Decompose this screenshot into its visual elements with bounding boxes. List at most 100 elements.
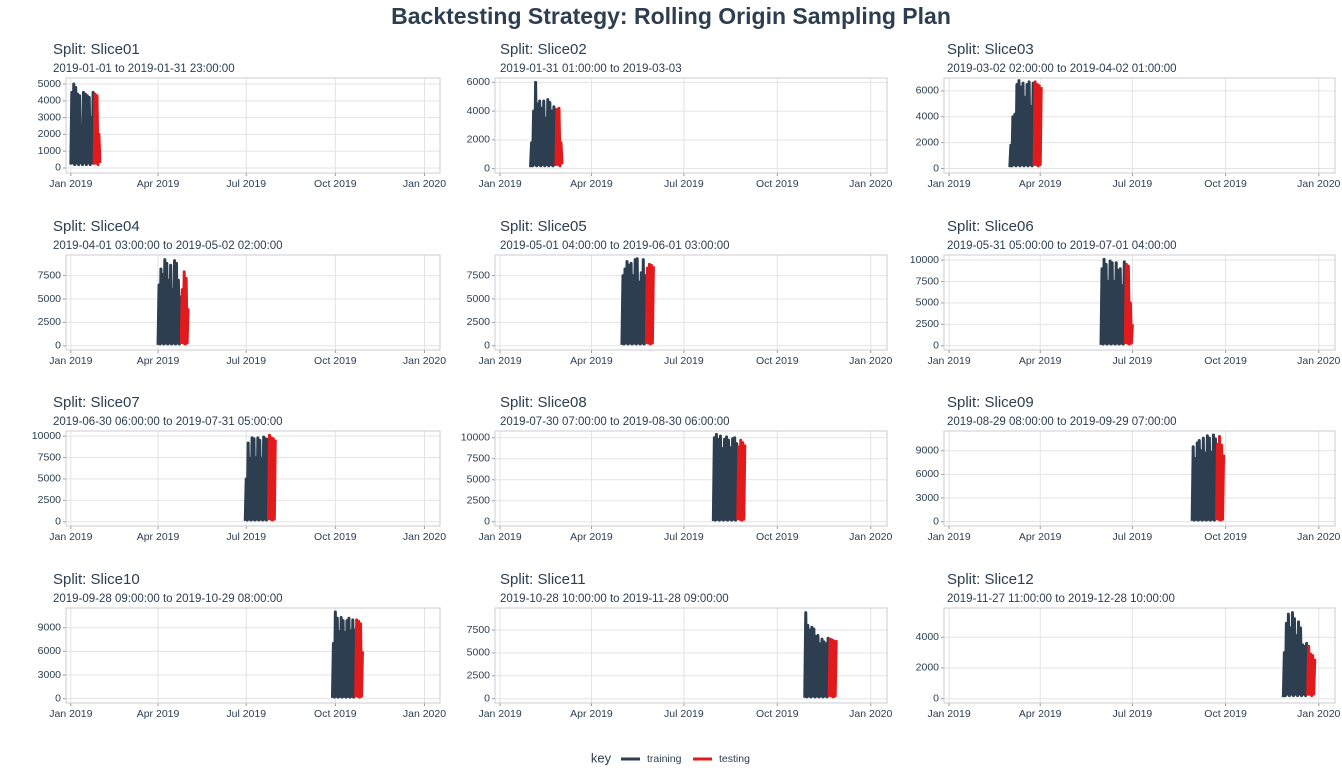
y-tick-label: 6000 xyxy=(467,76,491,88)
y-tick-label: 6000 xyxy=(916,468,940,480)
x-tick-label: Jan 2020 xyxy=(849,178,892,190)
x-tick-label: Jul 2019 xyxy=(664,178,704,190)
y-tick-label: 0 xyxy=(55,340,61,352)
y-tick-label: 2000 xyxy=(916,136,940,148)
x-tick-label: Apr 2019 xyxy=(137,355,180,367)
x-tick-label: Jul 2019 xyxy=(1113,355,1153,367)
panel-subtitle: 2019-05-31 05:00:00 to 2019-07-01 04:00:… xyxy=(947,240,1177,252)
panel-subtitle: 2019-03-02 02:00:00 to 2019-04-02 01:00:… xyxy=(947,63,1177,75)
panel-subtitle: 2019-05-01 04:00:00 to 2019-06-01 03:00:… xyxy=(500,240,730,252)
panel-border xyxy=(943,77,1336,174)
y-tick-label: 2500 xyxy=(38,316,62,328)
panel-border xyxy=(494,430,888,527)
y-tick-label: 2500 xyxy=(467,670,491,682)
x-tick-label: Oct 2019 xyxy=(756,178,799,190)
series-line xyxy=(620,257,648,346)
y-tick-label: 7500 xyxy=(467,624,491,636)
series-line xyxy=(711,432,740,522)
panel-border xyxy=(65,77,441,174)
x-tick-label: Jan 2020 xyxy=(403,531,446,543)
x-tick-label: Jan 2019 xyxy=(478,708,521,720)
x-tick-label: Apr 2019 xyxy=(1019,708,1062,720)
panel-title: Split: Slice12 xyxy=(947,571,1034,588)
series-line xyxy=(1190,433,1218,522)
x-tick-label: Jul 2019 xyxy=(226,178,266,190)
series-line xyxy=(243,435,270,522)
series-line xyxy=(1008,79,1036,168)
y-tick-label: 3000 xyxy=(916,492,940,504)
x-tick-label: Jan 2020 xyxy=(1297,178,1340,190)
panel-subtitle: 2019-09-28 09:00:00 to 2019-10-29 08:00:… xyxy=(53,593,283,605)
x-tick-label: Jul 2019 xyxy=(226,531,266,543)
panel-title: Split: Slice04 xyxy=(53,218,140,235)
x-tick-label: Jul 2019 xyxy=(226,708,266,720)
panel-title: Split: Slice10 xyxy=(53,571,140,588)
y-tick-label: 3000 xyxy=(38,669,62,681)
y-tick-label: 4000 xyxy=(916,111,940,123)
y-tick-label: 0 xyxy=(55,516,61,528)
panel-title: Split: Slice06 xyxy=(947,218,1034,235)
legend-title: key xyxy=(591,750,612,765)
y-tick-label: 10000 xyxy=(461,432,490,444)
series-line xyxy=(803,611,831,699)
series-line xyxy=(1099,257,1127,346)
y-tick-label: 7500 xyxy=(38,269,62,281)
x-tick-label: Jan 2020 xyxy=(1297,708,1340,720)
y-tick-label: 2500 xyxy=(38,494,62,506)
panel-subtitle: 2019-06-30 06:00:00 to 2019-07-31 05:00:… xyxy=(53,416,283,428)
panel-subtitle: 2019-04-01 03:00:00 to 2019-05-02 02:00:… xyxy=(53,240,283,252)
panel-border xyxy=(943,430,1336,527)
x-tick-label: Jan 2019 xyxy=(927,355,970,367)
y-tick-label: 5000 xyxy=(467,474,491,486)
x-tick-label: Jul 2019 xyxy=(1113,178,1153,190)
x-tick-label: Jul 2019 xyxy=(664,531,704,543)
y-tick-label: 4000 xyxy=(467,105,491,117)
series-line xyxy=(179,270,190,346)
x-tick-label: Apr 2019 xyxy=(137,708,180,720)
figure-title: Backtesting Strategy: Rolling Origin Sam… xyxy=(391,3,951,29)
y-tick-label: 5000 xyxy=(916,297,940,309)
x-tick-label: Apr 2019 xyxy=(570,178,613,190)
panel-border xyxy=(494,254,888,351)
x-tick-label: Oct 2019 xyxy=(1204,531,1247,543)
y-tick-label: 7500 xyxy=(916,275,940,287)
x-tick-label: Jan 2020 xyxy=(849,708,892,720)
y-tick-label: 7500 xyxy=(38,451,62,463)
x-tick-label: Jan 2020 xyxy=(849,355,892,367)
x-tick-label: Jan 2019 xyxy=(478,531,521,543)
panel-title: Split: Slice11 xyxy=(500,571,586,588)
series-line xyxy=(69,82,96,167)
panel-subtitle: 2019-08-29 08:00:00 to 2019-09-29 07:00:… xyxy=(947,416,1177,428)
panel-title: Split: Slice05 xyxy=(500,218,587,235)
panel-subtitle: 2019-01-01 to 2019-01-31 23:00:00 xyxy=(53,63,235,75)
x-tick-label: Oct 2019 xyxy=(314,355,357,367)
y-tick-label: 0 xyxy=(933,340,939,352)
x-tick-label: Jul 2019 xyxy=(664,708,704,720)
panel-title: Split: Slice02 xyxy=(500,41,587,58)
x-tick-label: Apr 2019 xyxy=(1019,355,1062,367)
y-tick-label: 1000 xyxy=(38,145,62,157)
series-line xyxy=(1306,644,1317,698)
x-tick-label: Jan 2019 xyxy=(49,178,92,190)
x-tick-label: Jul 2019 xyxy=(1113,708,1153,720)
panel-title: Split: Slice03 xyxy=(947,41,1034,58)
series-line xyxy=(1123,262,1134,346)
panel-border xyxy=(65,254,441,351)
panel-subtitle: 2019-10-28 10:00:00 to 2019-11-28 09:00:… xyxy=(500,593,729,605)
y-tick-label: 5000 xyxy=(467,293,491,305)
x-tick-label: Oct 2019 xyxy=(756,355,799,367)
series-line xyxy=(354,618,364,699)
y-tick-label: 0 xyxy=(484,692,490,704)
y-tick-label: 10000 xyxy=(910,254,939,266)
panel-border xyxy=(943,607,1336,704)
panel-border xyxy=(65,607,441,704)
legend-label: testing xyxy=(719,753,750,765)
x-tick-label: Oct 2019 xyxy=(1204,178,1247,190)
x-tick-label: Oct 2019 xyxy=(314,178,357,190)
series-line xyxy=(1281,611,1310,698)
y-tick-label: 7500 xyxy=(467,453,491,465)
y-tick-label: 2000 xyxy=(916,662,940,674)
series-line xyxy=(92,92,102,167)
y-tick-label: 6000 xyxy=(38,645,62,657)
